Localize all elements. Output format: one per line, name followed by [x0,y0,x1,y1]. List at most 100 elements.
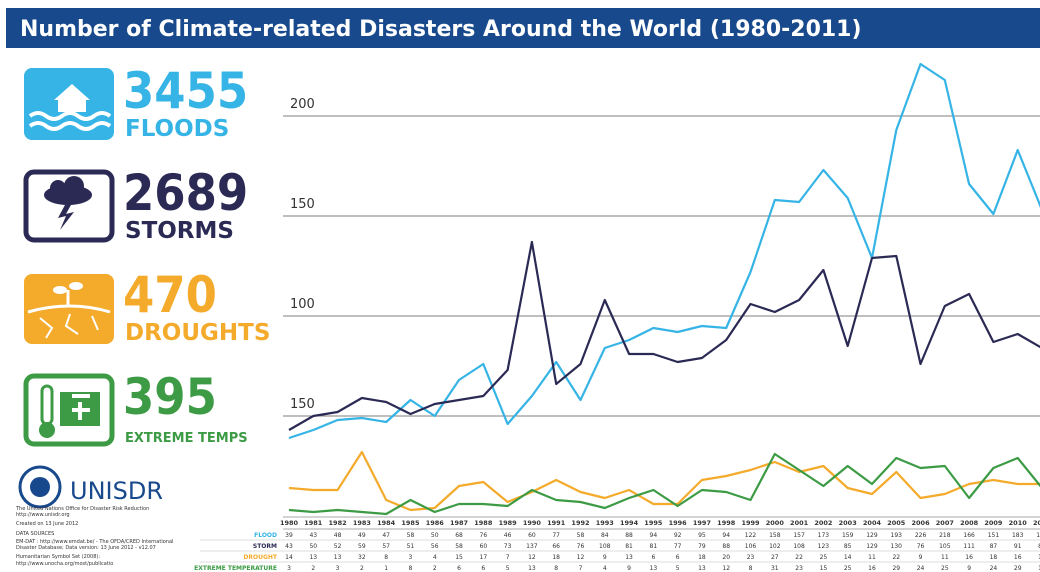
table-cell: 22 [795,554,803,561]
table-cell: 108 [793,543,805,550]
table-cell: 105 [939,543,951,550]
x-tick-label: 1999 [741,519,760,527]
table-cell: 3 [287,565,291,572]
stat-value: 2689 [123,164,248,222]
table-cell: 102 [769,543,781,550]
table-cell: 76 [577,543,585,550]
table-cell: 58 [455,543,463,550]
table-cell: 20 [722,554,730,561]
table-cell: 2 [311,565,315,572]
table-row-label: EXTREME TEMPERATURE [194,565,277,572]
table-row-label: DROUGHT [243,554,278,561]
table-cell: 16 [1014,554,1022,561]
logo-emblem [18,465,62,509]
x-tick-label: 2005 [887,519,906,527]
table-cell: 8 [749,565,753,572]
table-cell: 130 [891,543,903,550]
table-cell: 31 [771,565,779,572]
table-cell: 166 [963,532,975,539]
table-cell: 5 [506,565,510,572]
table-cell: 16 [868,565,876,572]
note: EM-DAT : http://www.emdat.be/ - The OFDA… [16,539,173,545]
table-cell: 85 [844,543,852,550]
table-cell: 79 [698,543,706,550]
table-cell: 76 [480,532,488,539]
table-cell: 50 [431,532,439,539]
note: http://www.unocha.org/most/publicatio [16,561,113,567]
stat-label: FLOODS [125,116,229,142]
table-cell: 95 [698,532,706,539]
stat-label: DROUGHTS [125,320,270,346]
table-cell: 94 [650,532,658,539]
y-tick-label: 150 [290,197,315,212]
table-cell: 25 [820,554,828,561]
table-cell: 49 [358,532,366,539]
table-cell: 13 [650,565,658,572]
table-cell: 18 [698,554,706,561]
x-tick-label: 1982 [329,519,347,527]
x-tick-label: 1993 [596,519,614,527]
table-cell: 16 [965,554,973,561]
table-cell: 23 [747,554,755,561]
table-cell: 6 [676,554,680,561]
series-line [288,450,1040,512]
y-tick-label: 150 [290,397,315,412]
table-cell: 158 [769,532,781,539]
stat-label: STORMS [125,218,234,244]
drought-icon [24,274,114,344]
table-cell: 24 [917,565,925,572]
table-cell: 18 [552,554,560,561]
table-cell: 22 [892,554,900,561]
table-cell: 29 [892,565,900,572]
stat-value: 3455 [123,62,248,120]
title: Number of Climate-related Disasters Arou… [20,17,862,42]
table-cell: 58 [577,532,585,539]
table-cell: 87 [990,543,998,550]
table-cell: 15 [820,565,828,572]
series-line [288,452,1040,516]
table-cell: 59 [358,543,366,550]
table-cell: 5 [676,565,680,572]
table-cell: 47 [382,532,390,539]
stat-value: 395 [123,368,217,426]
table-cell: 3 [336,565,340,572]
table-cell: 13 [309,554,317,561]
table-cell: 50 [309,543,317,550]
table-cell: 2 [360,565,364,572]
x-tick-label: 1989 [499,519,518,527]
table-cell: 76 [917,543,925,550]
table-cell: 77 [674,543,682,550]
table-cell: 13 [625,554,633,561]
table-cell: 9 [603,554,607,561]
series-line [288,240,1040,431]
table-cell: 157 [793,532,805,539]
table-cell: 193 [891,532,903,539]
x-tick-label: 1998 [717,519,736,527]
table-cell: 12 [528,554,536,561]
table-cell: 12 [722,565,730,572]
table-cell: 29 [1014,565,1022,572]
table-cell: 218 [939,532,951,539]
y-tick-label: 100 [290,297,315,312]
table-cell: 4 [433,554,437,561]
flood-icon [24,68,114,140]
x-tick-label: 1987 [450,519,468,527]
x-tick-label: 2003 [839,519,857,527]
table-cell: 57 [382,543,390,550]
x-tick-label: 1985 [401,519,420,527]
table-cell: 4 [603,565,607,572]
table-cell: 159 [842,532,854,539]
x-tick-label: 1996 [669,519,688,527]
logo-url: http://www.unisdr.org [16,512,70,518]
table-cell: 18 [990,554,998,561]
table-cell: 7 [506,554,510,561]
table-cell: 56 [431,543,439,550]
x-tick-label: 1994 [620,519,639,527]
table-cell: 43 [285,543,293,550]
table-cell: 183 [1012,532,1024,539]
x-tick-label: 2000 [766,519,785,527]
stat-label: EXTREME TEMPS [125,431,248,446]
table-cell: 9 [919,554,923,561]
table-cell: 153 [1036,532,1040,539]
table-cell: 94 [722,532,730,539]
